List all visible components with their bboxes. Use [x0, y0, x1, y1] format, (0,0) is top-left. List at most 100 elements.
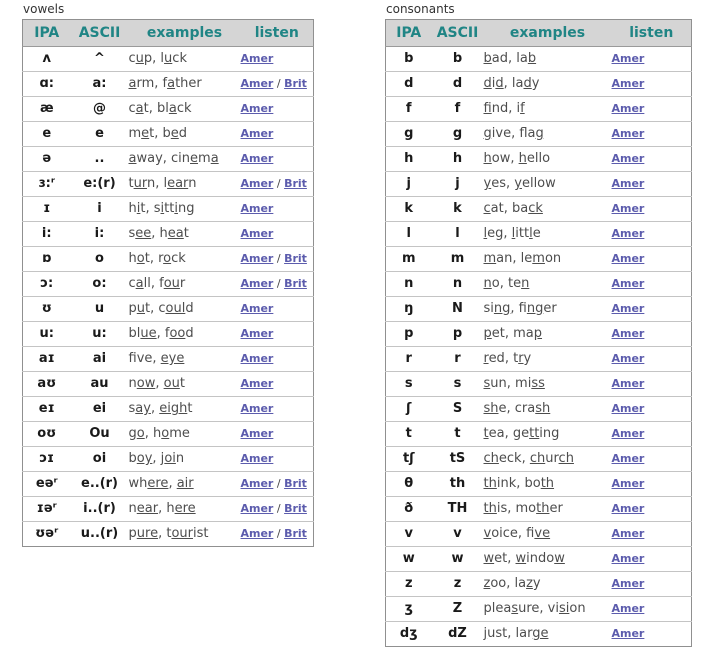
listen-amer-link[interactable]: Amer: [240, 77, 274, 90]
listen-amer-link[interactable]: Amer: [611, 452, 645, 465]
underlined-sound-letters: ea: [167, 226, 184, 241]
listen-links: Amer: [611, 396, 692, 422]
example-words: call, four: [128, 271, 241, 297]
listen-amer-link[interactable]: Amer: [611, 227, 645, 240]
underlined-sound-letters: l: [529, 226, 533, 241]
consonants-row: z z zoo, lazy Amer: [385, 571, 692, 597]
listen-amer-link[interactable]: Amer: [611, 402, 645, 415]
listen-amer-link[interactable]: Amer: [611, 202, 645, 215]
listen-amer-link[interactable]: Amer: [611, 302, 645, 315]
listen-amer-link[interactable]: Amer: [611, 577, 645, 590]
listen-amer-link[interactable]: Amer: [240, 427, 274, 440]
ipa-symbol: ð: [385, 496, 432, 522]
listen-amer-link[interactable]: Amer: [611, 477, 645, 490]
underlined-sound-letters: a: [135, 101, 144, 116]
underlined-sound-letters: m: [532, 251, 545, 266]
listen-amer-link[interactable]: Amer: [240, 252, 274, 265]
listen-amer-link[interactable]: Amer: [240, 502, 274, 515]
listen-links: Amer: [611, 71, 692, 97]
underlined-sound-letters: our: [171, 526, 193, 541]
listen-amer-link[interactable]: Amer: [611, 327, 645, 340]
underlined-sound-letters: ch: [483, 451, 499, 466]
listen-links: Amer / Brit: [240, 471, 314, 497]
listen-amer-link[interactable]: Amer: [240, 327, 274, 340]
listen-amer-link[interactable]: Amer: [611, 352, 645, 365]
vowels-table-body: ʌ ^ cup, luck Amer ɑ: a: arm, father Amer / Bri…: [22, 46, 314, 547]
listen-amer-link[interactable]: Amer: [611, 377, 645, 390]
example-words: where, air: [128, 471, 241, 497]
listen-brit-link[interactable]: Brit: [284, 277, 307, 290]
listen-amer-link[interactable]: Amer: [611, 602, 645, 615]
listen-amer-link[interactable]: Amer: [240, 352, 274, 365]
listen-amer-link[interactable]: Amer: [240, 102, 274, 115]
listen-amer-link[interactable]: Amer: [611, 77, 645, 90]
example-words: leg, little: [483, 221, 612, 247]
listen-amer-link[interactable]: Amer: [611, 252, 645, 265]
ipa-symbol: ŋ: [385, 296, 432, 322]
listen-amer-link[interactable]: Amer: [611, 627, 645, 640]
listen-brit-link[interactable]: Brit: [284, 77, 307, 90]
ascii-symbol: u:: [70, 321, 129, 347]
ipa-symbol: b: [385, 46, 432, 72]
underlined-sound-letters: o: [136, 251, 145, 266]
example-words: how, hello: [483, 146, 612, 172]
listen-amer-link[interactable]: Amer: [611, 277, 645, 290]
listen-amer-link[interactable]: Amer: [240, 227, 274, 240]
example-words: man, lemon: [483, 246, 612, 272]
listen-amer-link[interactable]: Amer: [611, 52, 645, 65]
listen-amer-link[interactable]: Amer: [240, 277, 274, 290]
example-words: boy, join: [128, 446, 241, 472]
listen-amer-link[interactable]: Amer: [240, 152, 274, 165]
listen-brit-link[interactable]: Brit: [284, 527, 307, 540]
listen-amer-link[interactable]: Amer: [611, 427, 645, 440]
underlined-sound-letters: j: [483, 626, 488, 641]
example-words: did, lady: [483, 71, 612, 97]
underlined-sound-letters: o: [161, 426, 170, 441]
listen-amer-link[interactable]: Amer: [611, 152, 645, 165]
listen-amer-link[interactable]: Amer: [611, 527, 645, 540]
ipa-symbol: aɪ: [22, 346, 71, 372]
listen-brit-link[interactable]: Brit: [284, 477, 307, 490]
listen-brit-link[interactable]: Brit: [284, 252, 307, 265]
ascii-symbol: e: [70, 121, 129, 147]
underlined-sound-letters: n: [521, 276, 530, 291]
consonants-row: w w wet, window Amer: [385, 546, 692, 572]
listen-amer-link[interactable]: Amer: [240, 127, 274, 140]
underlined-sound-letters: ay: [135, 401, 151, 416]
listen-amer-link[interactable]: Amer: [611, 552, 645, 565]
ascii-symbol: z: [431, 571, 484, 597]
example-words: think, both: [483, 471, 612, 497]
ascii-symbol: m: [431, 246, 484, 272]
ascii-symbol: r: [431, 346, 484, 372]
consonants-row: dʒ dZ just, large Amer: [386, 622, 692, 647]
ipa-symbol: z: [385, 571, 432, 597]
listen-brit-link[interactable]: Brit: [284, 502, 307, 515]
listen-amer-link[interactable]: Amer: [240, 177, 274, 190]
ascii-symbol: b: [431, 46, 484, 72]
listen-amer-link[interactable]: Amer: [611, 127, 645, 140]
listen-amer-link[interactable]: Amer: [240, 402, 274, 415]
listen-amer-link[interactable]: Amer: [240, 452, 274, 465]
underlined-sound-letters: f: [520, 101, 525, 116]
ascii-symbol: j: [431, 171, 484, 197]
listen-amer-link[interactable]: Amer: [240, 52, 274, 65]
vowels-row: æ @ cat, black Amer: [22, 96, 314, 122]
ascii-symbol: d: [431, 71, 484, 97]
consonants-row: p p pet, map Amer: [385, 321, 692, 347]
listen-amer-link[interactable]: Amer: [240, 202, 274, 215]
ipa-symbol: e: [22, 121, 71, 147]
listen-amer-link[interactable]: Amer: [611, 502, 645, 515]
consonants-row: θ th think, both Amer: [385, 471, 692, 497]
listen-amer-link[interactable]: Amer: [240, 377, 274, 390]
listen-amer-link[interactable]: Amer: [240, 527, 274, 540]
ipa-symbol: ʃ: [385, 396, 432, 422]
underlined-sound-letters: g: [483, 126, 492, 141]
ipa-symbol: eɪ: [22, 396, 71, 422]
listen-amer-link[interactable]: Amer: [240, 302, 274, 315]
listen-amer-link[interactable]: Amer: [611, 102, 645, 115]
listen-amer-link[interactable]: Amer: [611, 177, 645, 190]
ipa-symbol: i:: [22, 221, 71, 247]
underlined-sound-letters: a: [128, 76, 137, 91]
listen-brit-link[interactable]: Brit: [284, 177, 307, 190]
listen-amer-link[interactable]: Amer: [240, 477, 274, 490]
